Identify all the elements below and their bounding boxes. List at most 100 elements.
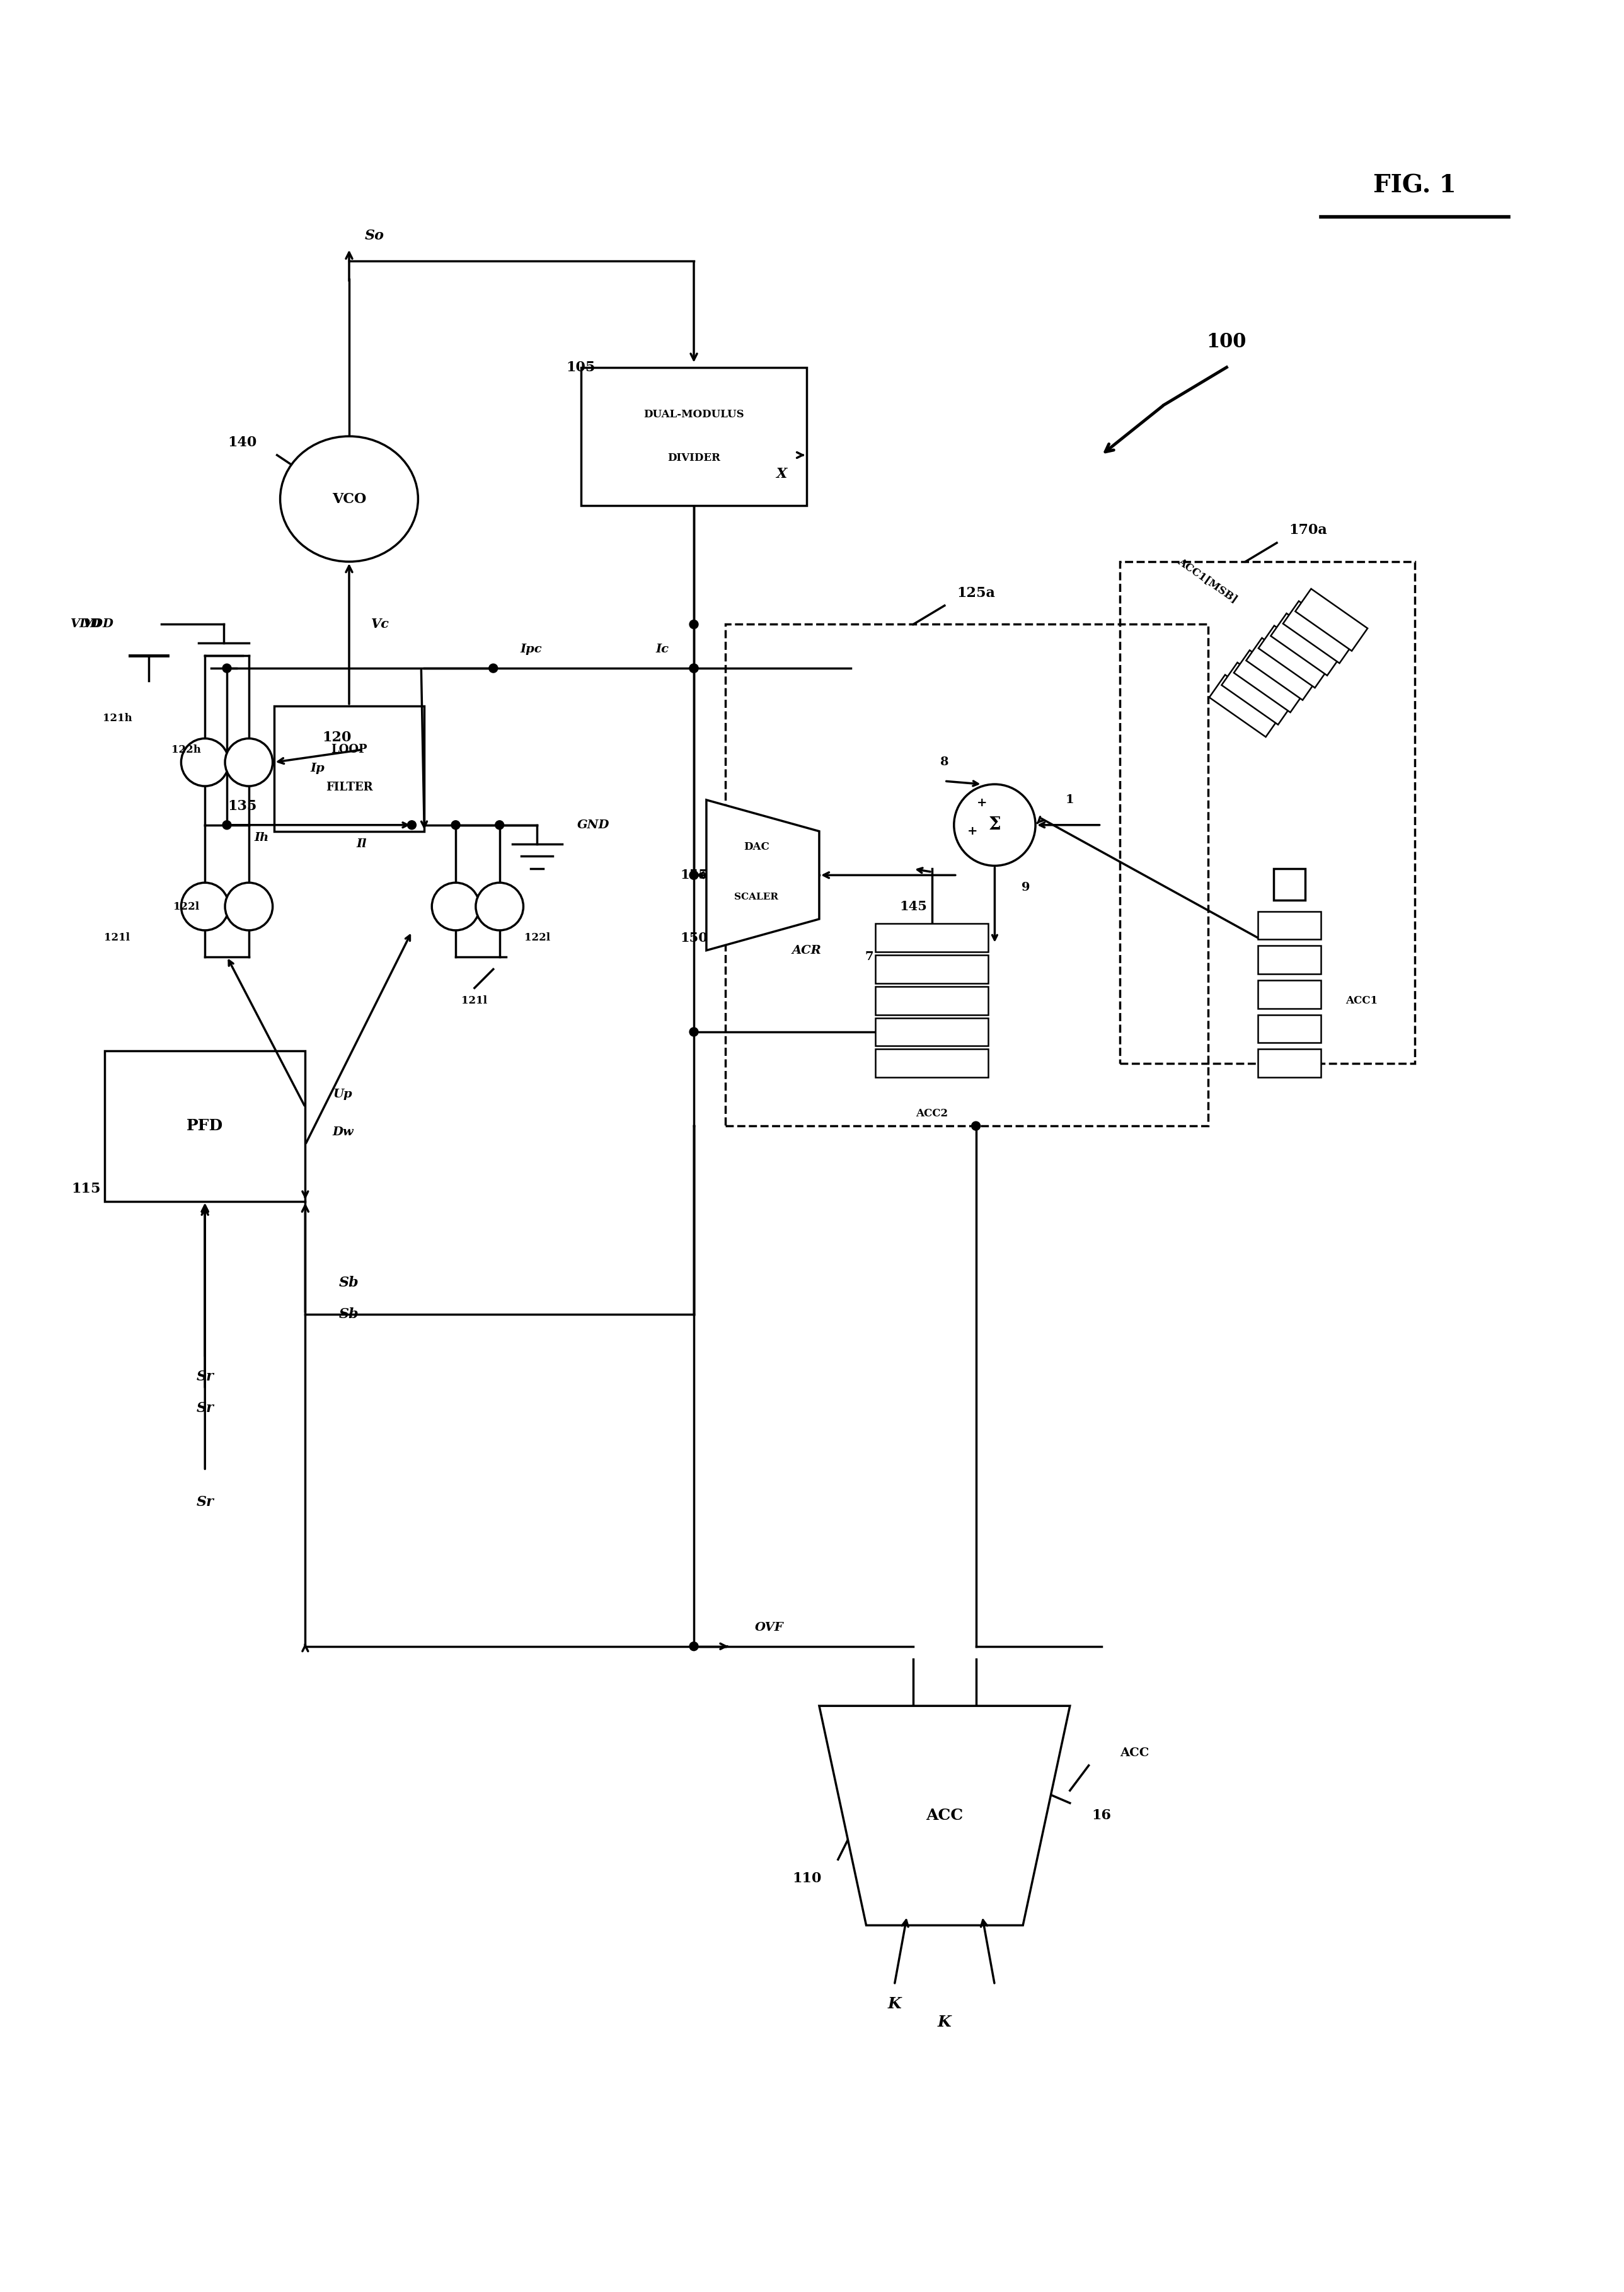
Circle shape [690,1641,698,1650]
Bar [1270,614,1343,676]
Text: ACC2: ACC2 [916,1107,948,1118]
Text: 16: 16 [1091,1808,1111,1822]
Text: 7: 7 [866,951,874,963]
Circle shape [690,665,698,672]
Bar [1221,662,1294,724]
Text: OVF: OVF [755,1623,783,1634]
Text: 110: 110 [793,1870,822,1886]
Text: 150: 150 [680,931,708,944]
Text: Ih: Ih [253,832,268,843]
Circle shape [432,882,479,931]
Text: VCO: VCO [331,493,367,507]
Text: Sr: Sr [197,1371,214,1384]
Text: LOOP: LOOP [331,745,367,756]
Text: Sr: Sr [197,1400,214,1414]
Bar [875,956,989,983]
Text: K: K [888,1996,901,2012]
Bar [875,924,989,951]
Bar [1259,912,1320,940]
Circle shape [222,821,231,830]
Circle shape [226,738,273,786]
Bar [1246,637,1319,699]
Text: 9: 9 [1021,882,1030,894]
Bar [726,623,1208,1125]
Text: Ipc: Ipc [520,644,542,656]
Text: ACC1[MSB]: ACC1[MSB] [1176,557,1239,605]
Bar [1234,651,1306,713]
Text: 125a: 125a [957,587,996,601]
Text: 145: 145 [900,901,927,912]
Text: ACC: ACC [1121,1747,1150,1758]
Text: Dw: Dw [333,1128,354,1137]
Circle shape [408,821,416,830]
Text: ACC1: ACC1 [1346,995,1377,1006]
Bar [875,1018,989,1045]
Text: 122l: 122l [174,901,200,912]
Bar [1121,562,1415,1063]
Circle shape [222,665,231,672]
Bar [1259,1050,1320,1077]
Text: DIVIDER: DIVIDER [667,454,721,463]
Circle shape [476,882,523,931]
Text: Sb: Sb [339,1277,359,1290]
Text: +: + [978,798,987,809]
Text: 122h: 122h [172,745,201,754]
Bar [104,1050,305,1201]
Text: SCALER: SCALER [734,892,778,901]
Text: 105: 105 [567,360,596,374]
Circle shape [495,821,503,830]
Text: 121l: 121l [104,933,130,944]
Text: X: X [776,468,788,481]
Text: Up: Up [333,1089,352,1100]
Circle shape [690,619,698,628]
Circle shape [182,738,229,786]
Text: DUAL-MODULUS: DUAL-MODULUS [643,408,744,419]
Circle shape [182,882,229,931]
Circle shape [489,665,497,672]
Bar [1259,626,1330,688]
Text: ACR: ACR [793,944,822,956]
Text: +: + [968,825,978,837]
Bar [1259,1015,1320,1043]
Bar [875,1050,989,1077]
Text: 122l: 122l [525,933,551,944]
Text: 155: 155 [680,869,708,882]
Circle shape [953,784,1036,866]
Text: Vc: Vc [372,619,390,630]
Text: Sr: Sr [197,1494,214,1508]
Text: Ip: Ip [310,763,325,775]
Circle shape [690,1027,698,1036]
Text: PFD: PFD [187,1118,222,1135]
Text: 121l: 121l [461,995,487,1006]
Text: 100: 100 [1207,332,1247,353]
Text: ACC: ACC [926,1808,963,1822]
Polygon shape [818,1705,1070,1925]
Text: FIG. 1: FIG. 1 [1374,174,1457,197]
Circle shape [690,665,698,672]
Text: Ic: Ic [656,644,669,656]
Ellipse shape [281,435,417,562]
Text: 140: 140 [227,435,257,449]
Text: VDD: VDD [83,619,114,630]
Polygon shape [706,800,818,951]
Bar [1283,601,1356,662]
Bar [1296,589,1367,651]
Text: So: So [364,229,383,243]
Text: K: K [937,2015,952,2031]
Text: 8: 8 [940,756,948,768]
Text: 121h: 121h [102,713,132,724]
Text: GND: GND [578,818,609,830]
Circle shape [971,1121,981,1130]
Bar [1210,674,1281,738]
Text: VDD: VDD [70,619,101,630]
Text: Sb: Sb [339,1306,359,1320]
Bar [581,367,807,504]
Text: Σ: Σ [989,816,1000,834]
Text: 135: 135 [227,800,257,814]
Text: Il: Il [356,839,367,850]
Bar [274,706,424,832]
Bar [1273,869,1306,901]
Bar [1259,981,1320,1008]
Circle shape [226,882,273,931]
Text: DAC: DAC [744,841,770,853]
